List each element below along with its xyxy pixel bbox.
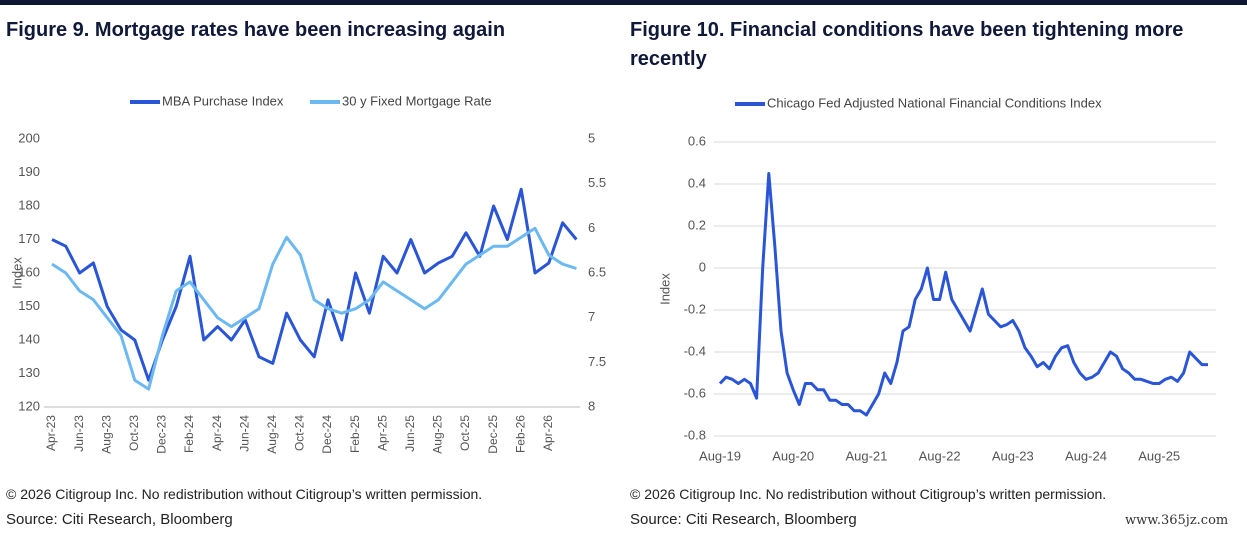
copyright: © 2026 Citigroup Inc. No redistribution … xyxy=(630,486,1107,502)
y-tick-label: 120 xyxy=(18,398,40,413)
x-tick-label: Apr-24 xyxy=(210,415,224,451)
source: Source: Citi Research, Bloomberg xyxy=(630,511,857,528)
legend-label: 30 y Fixed Mortgage Rate xyxy=(342,93,492,108)
x-tick-label: Aug-21 xyxy=(845,448,887,463)
series-line xyxy=(51,226,577,391)
x-tick-label: Aug-23 xyxy=(992,448,1034,463)
y2-tick-label: 7 xyxy=(588,309,595,324)
y-tick-label: 0.2 xyxy=(688,217,706,232)
x-tick-label: Oct-24 xyxy=(293,415,307,451)
x-tick-label: Apr-25 xyxy=(375,415,389,451)
source: Source: Citi Research, Bloomberg xyxy=(6,511,233,528)
y-tick-label: 190 xyxy=(18,164,40,179)
x-tick-label: Feb-24 xyxy=(182,415,196,453)
x-tick-label: Dec-23 xyxy=(155,415,169,454)
x-tick-label: Jun-23 xyxy=(72,415,86,452)
y-tick-label: -0.2 xyxy=(684,301,706,316)
y2-tick-label: 6 xyxy=(588,220,595,235)
x-tick-label: Aug-22 xyxy=(919,448,961,463)
x-tick-label: Apr-23 xyxy=(44,415,58,451)
y-tick-label: 160 xyxy=(18,264,40,279)
x-tick-label: Apr-26 xyxy=(541,415,555,451)
legend-label: Chicago Fed Adjusted National Financial … xyxy=(767,95,1102,110)
x-tick-label: Dec-24 xyxy=(320,415,334,454)
y-tick-label: 200 xyxy=(18,130,40,145)
x-tick-label: Feb-25 xyxy=(348,415,362,453)
copyright: © 2026 Citigroup Inc. No redistribution … xyxy=(6,486,483,502)
watermark: www.365jz.com xyxy=(1125,513,1229,528)
y-tick-label: 130 xyxy=(18,365,40,380)
x-tick-label: Dec-25 xyxy=(486,415,500,454)
chart-title: Figure 10. Financial conditions have bee… xyxy=(630,19,1184,70)
x-tick-label: Jun-25 xyxy=(403,415,417,452)
x-tick-label: Aug-25 xyxy=(1138,448,1180,463)
legend-label: MBA Purchase Index xyxy=(162,93,284,108)
y-tick-label: -0.6 xyxy=(684,385,706,400)
y-tick-label: 0.4 xyxy=(688,175,706,190)
y-tick-label: -0.8 xyxy=(684,427,706,442)
y-tick-label: 180 xyxy=(18,197,40,212)
y2-tick-label: 8 xyxy=(588,398,595,413)
y-tick-label: 0 xyxy=(699,259,706,274)
y2-tick-label: 6.5 xyxy=(588,264,606,279)
y2-tick-label: 5 xyxy=(588,130,595,145)
chart-title: Figure 9. Mortgage rates have been incre… xyxy=(6,19,506,41)
y-axis-label: Index xyxy=(657,273,672,305)
y-tick-label: 140 xyxy=(18,331,40,346)
series-line xyxy=(51,187,578,382)
y-tick-label: 170 xyxy=(18,231,40,246)
y-tick-label: -0.4 xyxy=(684,343,706,358)
x-tick-label: Aug-19 xyxy=(699,448,741,463)
y-tick-label: 0.6 xyxy=(688,133,706,148)
x-tick-label: Aug-25 xyxy=(431,415,445,454)
x-tick-label: Oct-25 xyxy=(458,415,472,451)
x-tick-label: Jun-24 xyxy=(237,415,251,452)
y-axis-label: Index xyxy=(9,257,24,289)
y-tick-label: 150 xyxy=(18,298,40,313)
x-tick-label: Feb-26 xyxy=(513,415,527,453)
y2-tick-label: 7.5 xyxy=(588,354,606,369)
x-tick-label: Aug-20 xyxy=(772,448,814,463)
y2-tick-label: 5.5 xyxy=(588,175,606,190)
top-bar xyxy=(0,0,1247,5)
x-tick-label: Oct-23 xyxy=(127,415,141,451)
x-tick-label: Aug-23 xyxy=(99,415,113,454)
x-tick-label: Aug-24 xyxy=(1065,448,1107,463)
x-tick-label: Aug-24 xyxy=(265,415,279,454)
series-line xyxy=(718,172,1208,417)
